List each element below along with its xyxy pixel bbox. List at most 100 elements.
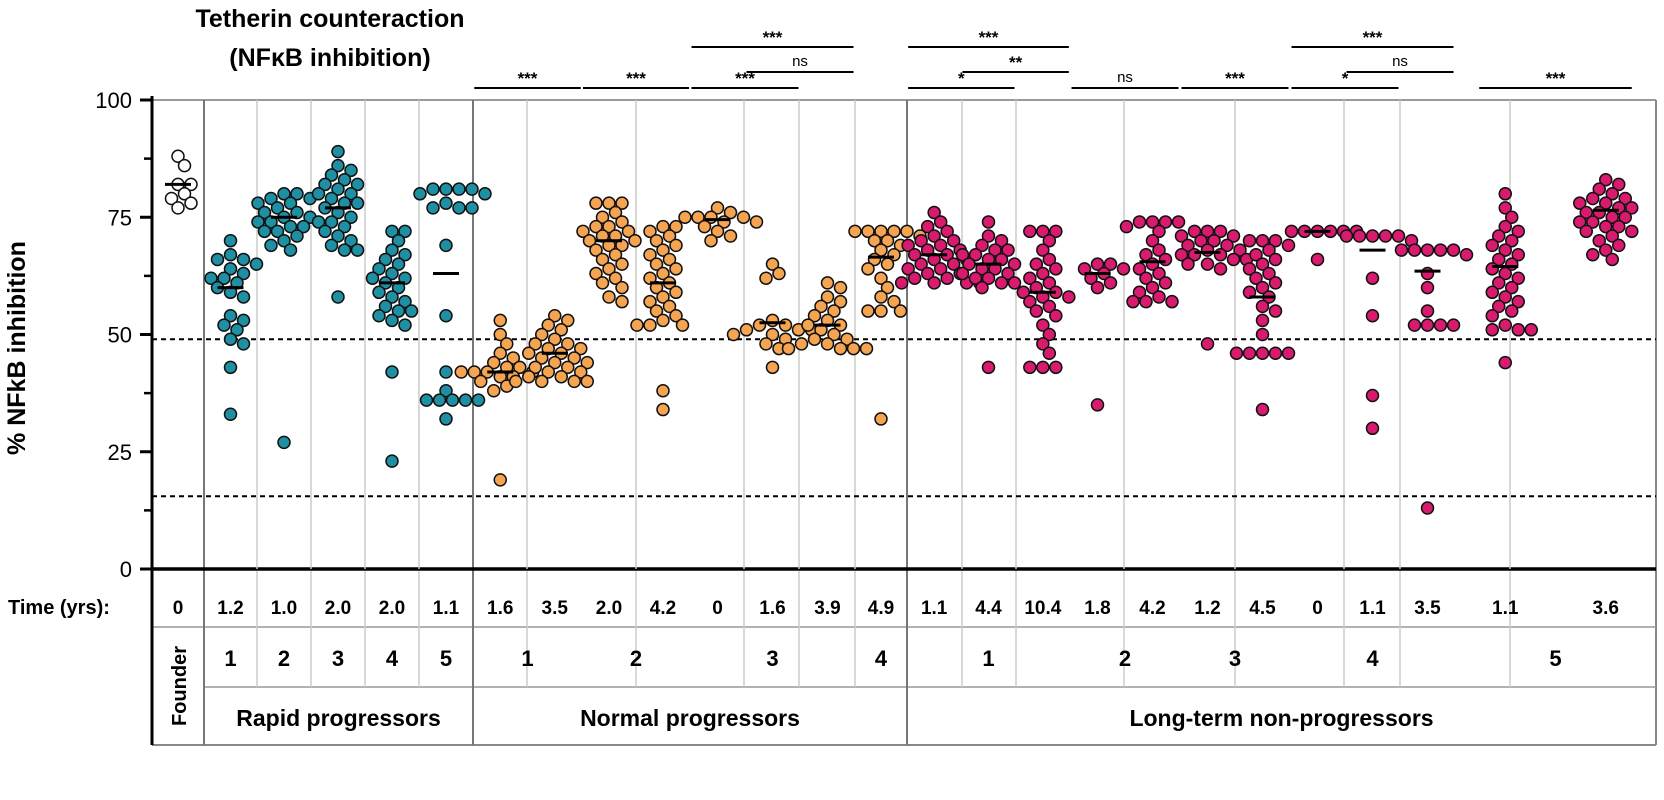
point-g3-i0-t1-16	[981, 271, 996, 285]
sig-label-9: ***	[1225, 69, 1245, 88]
time-value-g3-i3-t2: 3.5	[1414, 598, 1441, 619]
point-g3-i0-t0-22	[907, 271, 922, 285]
point-g3-i2-t1-24	[1255, 402, 1270, 417]
time-value-g3-i1-t0: 1.8	[1084, 598, 1110, 619]
point-g3-i4-t1-9	[1625, 201, 1639, 215]
y-tick-label-3: 75	[108, 205, 132, 230]
point-g3-i0-t2-16	[1023, 294, 1037, 309]
point-g3-i3-t2-12	[1446, 318, 1461, 332]
point-g2-i0-t1-24	[580, 374, 594, 389]
point-g3-i0-t1-15	[955, 266, 970, 281]
point-g2-i1-t0-5	[615, 215, 629, 229]
point-g1-i1-t0-0	[277, 187, 291, 201]
point-g1-i2-t0-4	[337, 172, 352, 187]
point-g2-i0-t0-17	[493, 473, 507, 487]
point-g1-i3-t0-8	[385, 266, 399, 281]
point-g1-i3-t0-10	[365, 271, 380, 285]
point-g1-i0-t0-14	[236, 313, 251, 328]
point-g2-i2-t0-11	[704, 233, 718, 248]
point-g1-i1-t0-19	[264, 238, 278, 253]
point-g2-i3-t0-12	[880, 257, 895, 271]
point-g1-i0-t0-4	[249, 257, 264, 271]
point-g3-i2-t1-17	[1255, 313, 1270, 328]
point-g3-i4-t1-20	[1605, 229, 1619, 243]
point-g2-i1-t0-6	[602, 219, 616, 234]
point-g2-i0-t0-2	[500, 337, 514, 351]
point-g2-i1-t0-9	[576, 224, 590, 239]
point-g1-i2-t0-8	[344, 187, 358, 201]
point-g1-i4-t0-16	[458, 393, 473, 407]
point-g2-i2-t0-0	[710, 201, 725, 215]
point-g2-i1-t1-7	[643, 248, 657, 262]
individual-label-g1-i2: 3	[332, 646, 344, 671]
point-g3-i0-t1-4	[988, 243, 1002, 257]
point-g1-i4-t0-19	[439, 412, 453, 426]
individual-label-g1-i1: 2	[278, 646, 290, 671]
point-g3-i2-t1-4	[1262, 243, 1276, 257]
point-g1-i2-t0-9	[311, 187, 326, 201]
time-value-g2-i2-t0: 0	[712, 598, 723, 619]
point-g2-i1-t1-2	[643, 224, 657, 239]
point-g1-i2-t0-12	[350, 196, 365, 210]
point-g2-i2-t0-5	[678, 210, 692, 224]
point-g2-i2-t1-9	[765, 327, 780, 342]
point-g2-i0-t0-1	[493, 327, 507, 342]
point-g3-i1-t1-16	[1132, 285, 1147, 300]
point-g1-i2-t0-15	[344, 210, 358, 224]
point-g3-i4-t1-7	[1573, 196, 1587, 210]
point-g3-i2-t0-18	[1213, 262, 1228, 276]
individual-label-g3-i2: 3	[1229, 646, 1241, 671]
time-value-g3-i1-t1: 4.2	[1139, 598, 1165, 619]
point-g2-i1-t1-6	[656, 243, 670, 257]
point-g3-i0-t1-17	[968, 271, 983, 285]
time-value-g1-i4-t0: 1.1	[433, 598, 460, 619]
point-g3-i0-t2-17	[1042, 299, 1057, 314]
chart-title-line-1: Tetherin counteraction	[195, 5, 464, 33]
point-g3-i4-t0-26	[1524, 323, 1538, 337]
point-g3-i2-t1-22	[1281, 346, 1296, 361]
point-g3-i2-t0-9	[1200, 243, 1215, 257]
point-g2-i3-t0-0	[874, 224, 888, 239]
data-points	[164, 144, 1639, 515]
point-g3-i2-t1-12	[1255, 280, 1270, 295]
point-g2-i2-t2-9	[801, 318, 815, 332]
point-g1-i3-t0-2	[391, 233, 406, 248]
time-value-g2-i2-t1: 1.6	[759, 598, 785, 619]
point-g3-i4-t0-21	[1505, 304, 1519, 318]
point-g3-i4-t1-13	[1618, 210, 1632, 224]
point-g2-i2-t2-1	[833, 280, 848, 295]
point-g2-i0-t1-23	[567, 374, 581, 389]
point-g3-i0-t0-0	[927, 205, 941, 220]
point-g3-i3-t1-6	[1365, 271, 1380, 285]
point-g1-i3-t0-23	[385, 454, 399, 468]
point-g3-i4-t0-15	[1492, 276, 1506, 290]
point-g1-i1-t0-16	[257, 224, 272, 239]
point-g3-i4-t0-6	[1505, 233, 1519, 248]
point-g3-i2-t1-21	[1242, 346, 1257, 361]
point-g1-i4-t0-10	[439, 238, 453, 253]
point-g0-i0-t0-1	[177, 158, 192, 173]
y-tick-label-1: 25	[108, 440, 132, 465]
point-g2-i1-t0-1	[615, 196, 629, 210]
point-g1-i2-t0-19	[318, 224, 332, 239]
point-g0-i0-t0-0	[171, 149, 185, 164]
point-g2-i1-t1-10	[669, 262, 683, 276]
point-g2-i1-t1-23	[675, 318, 690, 332]
point-g2-i3-t0-20	[893, 304, 908, 318]
time-value-g2-i0-t0: 1.6	[487, 598, 513, 619]
point-g2-i0-t0-0	[493, 313, 507, 328]
mean-bars	[165, 182, 1619, 374]
point-g2-i1-t0-4	[595, 210, 610, 224]
point-g3-i4-t0-1	[1498, 201, 1512, 215]
point-g3-i4-t0-4	[1511, 224, 1525, 239]
point-g2-i2-t1-2	[759, 271, 773, 285]
point-g3-i0-t2-23	[1042, 346, 1057, 361]
point-g2-i1-t1-22	[643, 318, 657, 332]
point-g3-i0-t2-5	[1042, 252, 1057, 267]
point-g1-i2-t0-3	[324, 168, 339, 182]
point-g2-i2-t2-15	[794, 337, 809, 351]
point-g1-i1-t0-6	[270, 201, 285, 215]
point-g2-i3-t0-7	[867, 233, 882, 248]
point-g3-i3-t1-8	[1365, 388, 1380, 403]
time-value-g3-i2-t1: 4.5	[1249, 598, 1276, 619]
